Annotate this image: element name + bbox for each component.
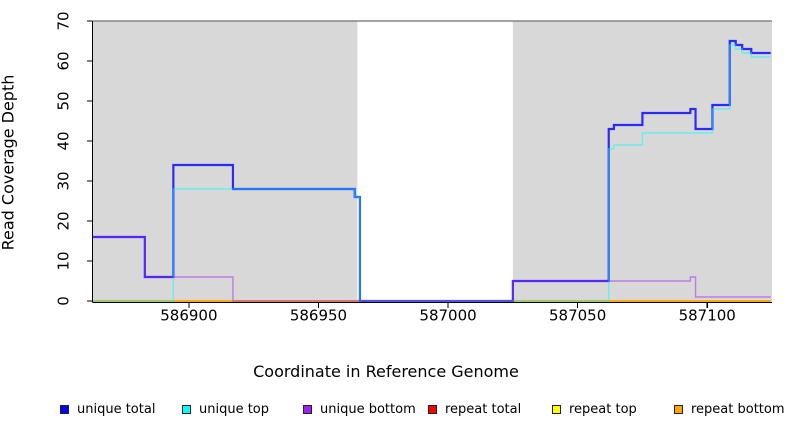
legend-label: unique bottom: [320, 402, 416, 417]
series-unique-total-line: [93, 39, 771, 303]
legend-swatch-unique-total: [60, 405, 69, 414]
x-tick-label: 587050: [549, 307, 606, 325]
y-tick-label: 40: [55, 131, 73, 150]
x-tick-label: 587000: [419, 307, 476, 325]
y-tick-label: 70: [55, 11, 73, 30]
legend-swatch-repeat-bottom: [674, 405, 683, 414]
legend-swatch-unique-top: [182, 405, 191, 414]
y-tick-label: 10: [55, 251, 73, 270]
y-tick-label: 30: [55, 171, 73, 190]
legend-label: repeat total: [445, 402, 522, 417]
legend-label: unique top: [199, 402, 270, 417]
left-shaded-region: [93, 21, 358, 302]
legend-swatch-repeat-total: [428, 405, 437, 414]
x-tick-label: 587100: [679, 307, 736, 325]
x-tick-label: 586950: [290, 307, 347, 325]
y-tick-label: 0: [55, 296, 73, 306]
x-tick-label: 586900: [160, 307, 217, 325]
legend-swatch-repeat-top: [552, 405, 561, 414]
y-axis-title: Read Coverage Depth: [0, 74, 18, 251]
y-tick-label: 20: [55, 211, 73, 230]
right-shaded-region: [512, 21, 772, 302]
series-unique-top-line: [93, 44, 771, 302]
x-axis-title: Coordinate in Reference Genome: [253, 362, 519, 381]
y-tick-label: 50: [55, 91, 73, 110]
series-unique-bottom-line: [93, 236, 771, 302]
legend-label: repeat top: [569, 402, 637, 417]
legend-label: unique total: [77, 402, 156, 417]
legend: unique total unique top unique bottom repea…: [0, 401, 792, 421]
y-tick-label: 60: [55, 51, 73, 70]
legend-label: repeat bottom: [691, 402, 785, 417]
legend-swatch-unique-bottom: [303, 405, 312, 414]
